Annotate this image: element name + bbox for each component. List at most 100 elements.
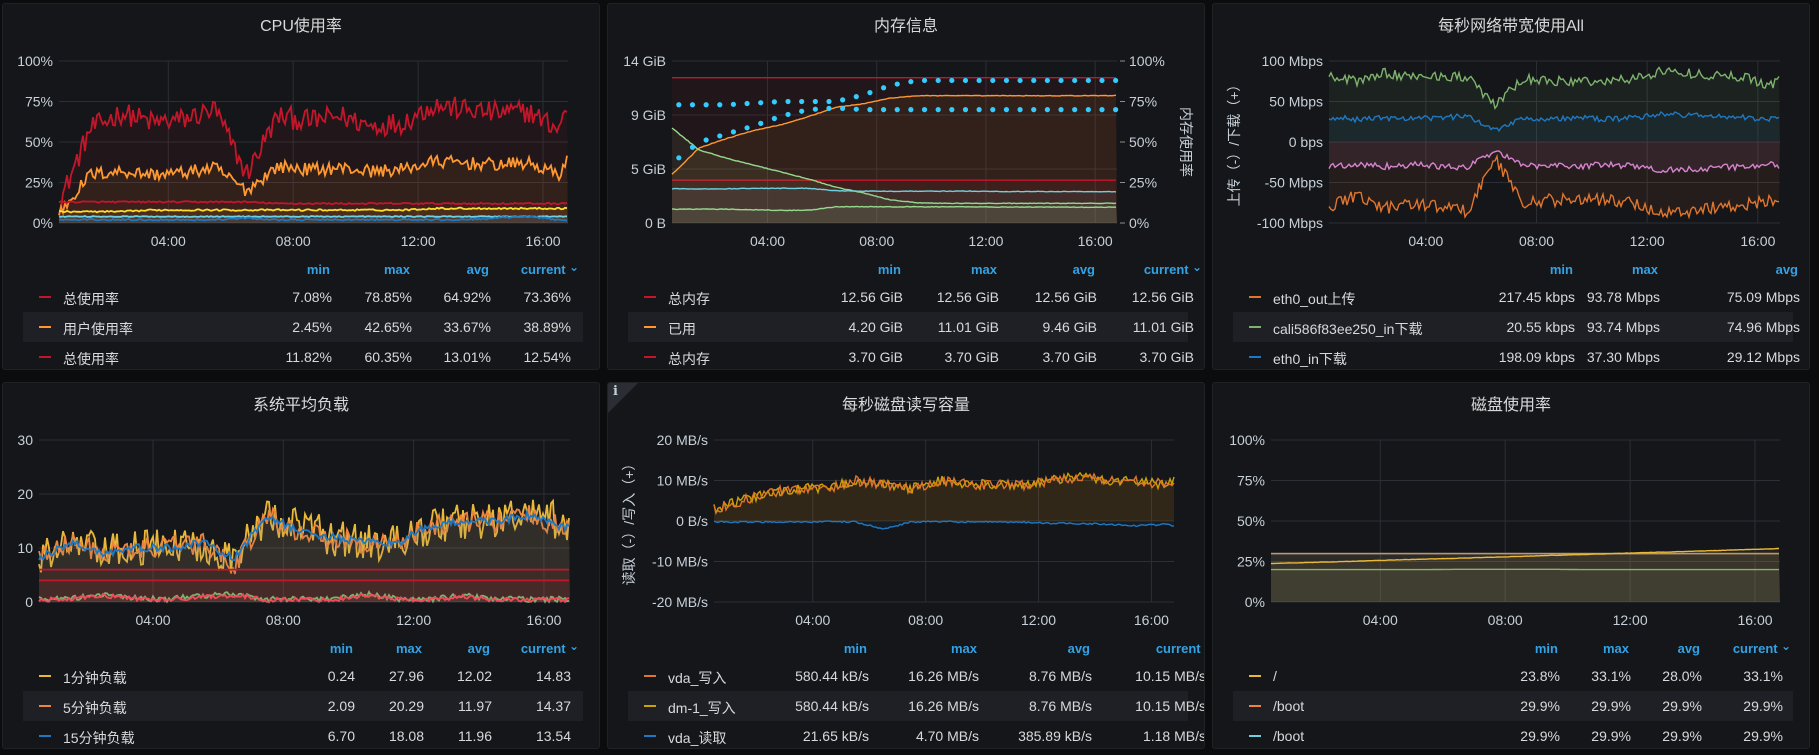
legend-header-min[interactable]: min (1550, 262, 1573, 277)
legend-header-label: current (1143, 262, 1189, 277)
legend-header-avg[interactable]: avg (1678, 641, 1700, 656)
legend-series-name[interactable]: 总使用率 (63, 351, 119, 367)
legend-row[interactable]: cali586f83ee250_in下载 20.55 kbps 93.74 Mbps… (1233, 312, 1800, 342)
legend-header-min[interactable]: min (844, 641, 867, 656)
legend-value-current: 14.37 (535, 698, 571, 714)
chevron-down-icon[interactable]: ⌄ (1777, 639, 1791, 653)
legend-series-color[interactable] (39, 675, 51, 677)
legend-series-color[interactable] (39, 356, 51, 358)
legend-series-color[interactable] (39, 735, 51, 737)
panel-title[interactable]: 磁盘使用率 (1470, 397, 1551, 414)
legend-header-min[interactable]: min (330, 641, 353, 656)
legend-header-max[interactable]: max (396, 641, 422, 656)
chevron-down-icon[interactable]: ⌄ (1201, 639, 1205, 653)
panel-title[interactable]: 每秒网络带宽使用All (1438, 18, 1584, 35)
legend-header-current[interactable]: current ⌄ (521, 639, 579, 656)
legend-series-color[interactable] (644, 356, 656, 358)
legend-series-name[interactable]: /boot (1273, 728, 1305, 744)
legend-value-avg: 11.96 (458, 728, 492, 744)
legend-series-name[interactable]: eth0_out上传 (1273, 291, 1356, 307)
legend-row[interactable]: 1分钟负载 0.24 27.96 12.02 14.83 (23, 661, 583, 691)
legend-header-avg[interactable]: avg (1073, 262, 1095, 277)
legend-header-current[interactable]: current ⌄ (1156, 639, 1205, 656)
chart-disk-io: -20 MB/s -10 MB/s 0 B/s 10 MB/s 20 MB/s 04:00… (608, 383, 1204, 635)
legend-series-color[interactable] (1249, 356, 1261, 358)
panel-title[interactable]: 内存信息 (873, 18, 938, 35)
chevron-down-icon[interactable]: ⌄ (565, 260, 579, 274)
legend-row[interactable]: / 23.8% 33.1% 28.0% 33.1% (1233, 661, 1793, 691)
legend-series-color[interactable] (1249, 705, 1261, 707)
legend-value-current: 14.83 (535, 668, 571, 684)
data-point (894, 107, 900, 113)
legend-header-min[interactable]: min (1535, 641, 1558, 656)
legend-series-color[interactable] (644, 705, 656, 707)
legend-row[interactable]: 用户使用率 2.45% 42.65% 33.67% 38.89% (23, 312, 583, 342)
info-corner[interactable] (608, 383, 638, 413)
legend-row[interactable]: 15分钟负载 6.70 18.08 11.96 13.54 (23, 721, 583, 746)
legend-series-name[interactable]: cali586f83ee250_in下载 (1273, 321, 1423, 337)
legend-series-name[interactable]: 15分钟负载 (63, 730, 135, 746)
legend-series-name[interactable]: vda_读取 (668, 730, 727, 746)
legend-header-max[interactable]: max (971, 262, 997, 277)
panel-title[interactable]: CPU使用率 (260, 18, 342, 35)
legend-series-color[interactable] (1249, 326, 1261, 328)
legend-row[interactable]: vda_写入 580.44 kB/s 16.26 MB/s 8.76 MB/s 10.1… (628, 661, 1204, 691)
chevron-down-icon[interactable]: ⌄ (565, 639, 579, 653)
legend-row[interactable]: vda_读取 21.65 kB/s 4.70 MB/s 385.89 kB/s 1.18… (628, 721, 1204, 746)
legend-header-max[interactable]: max (1632, 262, 1658, 277)
legend-series-color[interactable] (644, 675, 656, 677)
legend-series-color[interactable] (39, 705, 51, 707)
legend-series-name[interactable]: / (1273, 668, 1277, 684)
legend-series-color[interactable] (39, 326, 51, 328)
panel-title[interactable]: 系统平均负载 (252, 397, 349, 414)
legend-series-name[interactable]: 总内存 (668, 351, 710, 367)
legend-series-color[interactable] (1249, 296, 1261, 298)
legend-series-name[interactable]: /boot (1273, 698, 1305, 714)
legend-series-color[interactable] (644, 735, 656, 737)
legend-series-color[interactable] (1249, 675, 1261, 677)
legend-series-name[interactable]: 已用 (668, 321, 696, 337)
legend-header-max[interactable]: max (1603, 641, 1629, 656)
data-point (1113, 107, 1119, 113)
legend-series-name[interactable]: eth0_in下载 (1273, 351, 1347, 367)
legend-row[interactable]: /boot 29.9% 29.9% 29.9% 29.9% (1233, 721, 1793, 746)
legend-series-name[interactable]: dm-1_写入 (668, 700, 736, 716)
legend-header-max[interactable]: max (384, 262, 410, 277)
legend-series-name[interactable]: 用户使用率 (63, 321, 133, 337)
legend-series-name[interactable]: 总使用率 (63, 291, 119, 307)
legend-series-color[interactable] (644, 326, 656, 328)
legend-series-name[interactable]: 1分钟负载 (63, 670, 127, 686)
legend-series-color[interactable] (644, 296, 656, 298)
legend-row[interactable]: 总内存 3.70 GiB 3.70 GiB 3.70 GiB 3.70 GiB (628, 342, 1194, 367)
legend-row[interactable]: 已用 4.20 GiB 11.01 GiB 9.46 GiB 11.01 GiB (628, 312, 1194, 342)
panel-title[interactable]: 每秒磁盘读写容量 (841, 397, 970, 414)
chevron-down-icon[interactable]: ⌄ (1188, 260, 1202, 274)
legend-header-current[interactable]: current ⌄ (1143, 260, 1202, 277)
legend-value-min: 217.45 kbps (1498, 289, 1575, 305)
legend-series-name[interactable]: vda_写入 (668, 670, 727, 686)
legend-row[interactable]: 总使用率 11.82% 60.35% 13.01% 12.54% (23, 342, 583, 367)
legend-value-avg: 75.09 Mbps (1726, 289, 1800, 305)
legend-series-color[interactable] (1249, 735, 1261, 737)
legend-row[interactable]: dm-1_写入 580.44 kB/s 16.26 MB/s 8.76 MB/s 10.… (628, 691, 1204, 721)
legend-series-name[interactable]: 总内存 (668, 291, 710, 307)
legend-header-avg[interactable]: avg (468, 641, 490, 656)
legend-header-max[interactable]: max (951, 641, 977, 656)
series-line (713, 520, 1175, 530)
legend-series-name[interactable]: 5分钟负载 (63, 700, 127, 716)
legend-row[interactable]: 5分钟负载 2.09 20.29 11.97 14.37 (23, 691, 583, 721)
legend-header-avg[interactable]: avg (1776, 262, 1798, 277)
legend-row[interactable]: eth0_out上传 217.45 kbps 93.78 Mbps 75.09 Mbp… (1233, 282, 1800, 312)
info-icon[interactable]: i (613, 384, 618, 399)
legend-header-current[interactable]: current ⌄ (521, 260, 579, 277)
legend-header-current[interactable]: current ⌄ (1733, 639, 1791, 656)
legend-header-avg[interactable]: avg (467, 262, 489, 277)
legend-row[interactable]: eth0_in下载 198.09 kbps 37.30 Mbps 29.12 Mbps (1233, 342, 1800, 367)
legend-header-avg[interactable]: avg (1068, 641, 1090, 656)
legend-row[interactable]: 总内存 12.56 GiB 12.56 GiB 12.56 GiB 12.56 GiB (628, 282, 1194, 312)
legend-row[interactable]: /boot 29.9% 29.9% 29.9% 29.9% (1233, 691, 1793, 721)
legend-series-color[interactable] (39, 296, 51, 298)
legend-row[interactable]: 总使用率 7.08% 78.85% 64.92% 73.36% (23, 282, 583, 312)
legend-header-min[interactable]: min (878, 262, 901, 277)
legend-header-min[interactable]: min (307, 262, 330, 277)
